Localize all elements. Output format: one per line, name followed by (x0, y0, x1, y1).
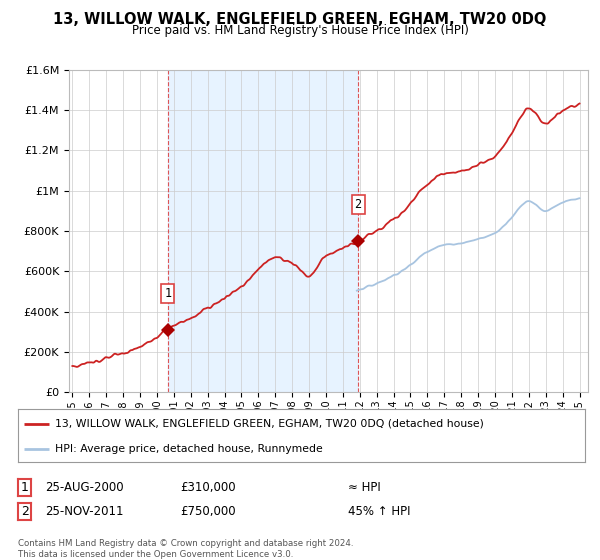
Text: HPI: Average price, detached house, Runnymede: HPI: Average price, detached house, Runn… (55, 444, 323, 454)
Text: ≈ HPI: ≈ HPI (348, 480, 381, 494)
Text: 25-NOV-2011: 25-NOV-2011 (45, 505, 124, 518)
Text: £750,000: £750,000 (180, 505, 236, 518)
Text: £310,000: £310,000 (180, 480, 236, 494)
Text: Price paid vs. HM Land Registry's House Price Index (HPI): Price paid vs. HM Land Registry's House … (131, 24, 469, 37)
Text: 1: 1 (20, 480, 29, 494)
Text: 45% ↑ HPI: 45% ↑ HPI (348, 505, 410, 518)
Text: 25-AUG-2000: 25-AUG-2000 (45, 480, 124, 494)
Bar (168, 70, 358, 392)
Text: 2: 2 (20, 505, 29, 518)
Text: 2: 2 (355, 198, 362, 211)
Text: 13, WILLOW WALK, ENGLEFIELD GREEN, EGHAM, TW20 0DQ: 13, WILLOW WALK, ENGLEFIELD GREEN, EGHAM… (53, 12, 547, 27)
Text: 13, WILLOW WALK, ENGLEFIELD GREEN, EGHAM, TW20 0DQ (detached house): 13, WILLOW WALK, ENGLEFIELD GREEN, EGHAM… (55, 419, 484, 429)
Text: Contains HM Land Registry data © Crown copyright and database right 2024.
This d: Contains HM Land Registry data © Crown c… (18, 539, 353, 559)
Text: 1: 1 (164, 287, 172, 300)
